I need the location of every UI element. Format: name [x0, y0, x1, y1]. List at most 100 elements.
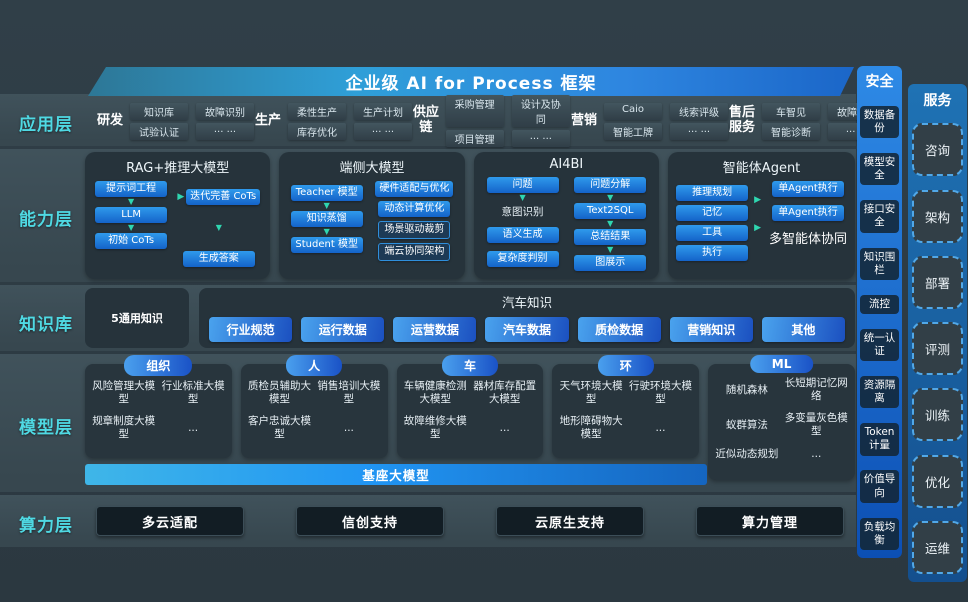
knowledge-pill: 质检数据	[577, 317, 661, 342]
model-cell: 销售培训大模型	[317, 380, 381, 406]
services-header: 服务	[923, 93, 952, 109]
agent-connector: ▶ ▶	[754, 181, 763, 271]
app-cell: 采购管理	[445, 95, 504, 127]
service-item: 架构	[912, 189, 963, 243]
app-cell: 知识库	[130, 102, 188, 120]
security-column: 安全 数据备份 模型安全 接口安全 知识围栏 流控 统一认证 资源隔离 Token计量 价值导向…	[857, 66, 902, 558]
model-cell: 风险管理大模型	[92, 380, 156, 406]
model-cell: 天气环境大模型	[559, 380, 623, 406]
security-item: 流控	[860, 294, 899, 314]
knowledge-pill: 其他	[761, 317, 845, 342]
app-cell: 车智见	[762, 102, 820, 120]
app-group-cells: 采购管理 设计及协同 项目管理 ... ...	[445, 95, 570, 147]
security-item: 统一认证	[860, 328, 899, 362]
flow-box: 记忆	[676, 205, 749, 221]
knowledge-pill: 运行数据	[301, 317, 385, 342]
auto-knowledge-panel: 汽车知识 行业规范 运行数据 运营数据 汽车数据 质检数据 营销知识 其他	[199, 288, 855, 348]
cap-panel-title: 智能体Agent	[722, 161, 801, 176]
model-cell: 蚁群算法	[725, 418, 768, 431]
model-cell: 多变量灰色模型	[784, 412, 848, 438]
flow-box: 迭代完善 CoTs	[186, 189, 261, 205]
flow-box: 单Agent执行	[772, 205, 844, 221]
model-group-cells: 质检员辅助大模型 销售培训大模型 客户忠诚大模型...	[247, 380, 382, 442]
arrow-down-icon: ▼	[128, 223, 135, 232]
layer-label-application: 应用层	[19, 115, 73, 135]
cap-panel-title: AI4BI	[549, 157, 584, 172]
arrow-right-icon: ▶	[177, 192, 185, 202]
app-group-label: 供应链	[412, 105, 439, 135]
cap-panel-edge-model: 端侧大模型 Teacher 模型 ▼ 知识蒸馏 ▼ Student 模型 硬件适…	[279, 152, 465, 279]
arrow-down-icon: ▼	[215, 223, 222, 232]
model-cell: 器材库存配置大模型	[473, 380, 537, 406]
security-item: Token计量	[860, 423, 899, 456]
auto-knowledge-title: 汽车知识	[501, 295, 552, 310]
flow-box: 图展示	[574, 255, 647, 271]
layer-label-capability: 能力层	[19, 210, 73, 230]
app-cell: 生产计划	[354, 102, 412, 120]
model-cell: 地形障碍物大模型	[559, 415, 623, 441]
flow-box: 提示词工程	[95, 181, 168, 197]
model-cell: ...	[188, 421, 199, 434]
application-layer-row: 研发 知识库 故障识别 试验认证 ... ... 生产 柔性生产 生产计划 库存优化...…	[96, 95, 886, 147]
model-group-cells: 随机森林 长短期记忆网络 蚁群算法 多变量灰色模型 近似动态规划...	[714, 377, 849, 461]
layer-label-model: 模型层	[19, 418, 73, 438]
flow-box: 生成答案	[182, 251, 255, 267]
flow-box: 端云协同架构	[378, 243, 451, 261]
app-cell: ... ...	[511, 130, 570, 147]
model-group-pill: ML	[749, 355, 814, 373]
model-group-pill: 人	[286, 355, 343, 376]
model-cell: 车辆健康检测大模型	[403, 380, 467, 406]
model-cell: ...	[499, 421, 510, 434]
agent-modules: 推理规划 记忆 工具 执行	[676, 181, 749, 271]
general-knowledge-box: 5通用知识	[85, 288, 189, 348]
model-group-pill: 组织	[124, 355, 193, 376]
knowledge-pill: 营销知识	[669, 317, 753, 342]
knowledge-pill: 汽车数据	[485, 317, 569, 342]
app-group-label: 研发	[96, 112, 123, 128]
compute-item: 云原生支持	[496, 506, 644, 536]
model-group-cells: 车辆健康检测大模型 器材库存配置大模型 故障维修大模型...	[403, 380, 538, 442]
flow-box: LLM	[95, 207, 168, 223]
flow-box: 语义生成	[486, 227, 559, 243]
flow-box: 执行	[676, 245, 749, 261]
arrow-down-icon: ▼	[519, 193, 526, 202]
security-item: 知识围栏	[860, 247, 899, 280]
security-item: 数据备份	[860, 105, 899, 139]
model-group-cells: 天气环境大模型 行驶环境大模型 地形障碍物大模型...	[558, 380, 693, 442]
app-cell: 智能工牌	[604, 122, 662, 140]
model-cell: 规章制度大模型	[92, 415, 156, 441]
model-cell: 质检员辅助大模型	[247, 380, 311, 406]
flow-box: Text2SQL	[574, 203, 647, 219]
compute-layer-row: 多云适配 信创支持 云原生支持 算力管理	[96, 506, 844, 536]
service-item: 咨询	[912, 123, 963, 177]
flow-box: 问题	[486, 177, 559, 193]
model-cell: 行驶环境大模型	[628, 380, 692, 406]
app-cell: 智能诊断	[762, 122, 820, 140]
flow-box: 动态计算优化	[378, 201, 451, 217]
model-group-cells: 风险管理大模型 行业标准大模型 规章制度大模型...	[91, 380, 226, 442]
arrow-down-icon: ▼	[607, 245, 614, 254]
cap-panel-title: 端侧大模型	[339, 161, 405, 176]
app-group-rnd: 研发 知识库 故障识别 试验认证 ... ...	[96, 102, 254, 140]
app-group-production: 生产 柔性生产 生产计划 库存优化 ... ...	[254, 102, 412, 140]
flow-box: Teacher 模型	[290, 185, 363, 201]
app-group-marketing: 营销 Caio 线索评级 智能工牌 ... ...	[570, 102, 728, 140]
model-cell: 随机森林	[725, 383, 768, 396]
app-group-label: 售后服务	[728, 105, 755, 135]
arrow-down-icon: ▼	[128, 197, 135, 206]
security-header: 安全	[865, 74, 894, 90]
flow-box: 硬件适配与优化	[375, 181, 454, 197]
app-cell: 故障识别	[196, 102, 254, 120]
flow-box: 总结结果	[574, 229, 647, 245]
compute-item: 多云适配	[96, 506, 244, 536]
app-cell: ... ...	[670, 122, 728, 140]
flow-box: 复杂度判别	[486, 251, 559, 267]
app-cell: 试验认证	[130, 122, 188, 140]
model-cell: 长短期记忆网络	[784, 377, 848, 403]
app-cell: ... ...	[354, 122, 412, 140]
knowledge-pill-list: 行业规范 运行数据 运营数据 汽车数据 质检数据 营销知识 其他	[209, 317, 845, 342]
knowledge-pill: 行业规范	[209, 317, 293, 342]
service-item: 优化	[912, 454, 963, 508]
security-item: 接口安全	[860, 200, 899, 233]
